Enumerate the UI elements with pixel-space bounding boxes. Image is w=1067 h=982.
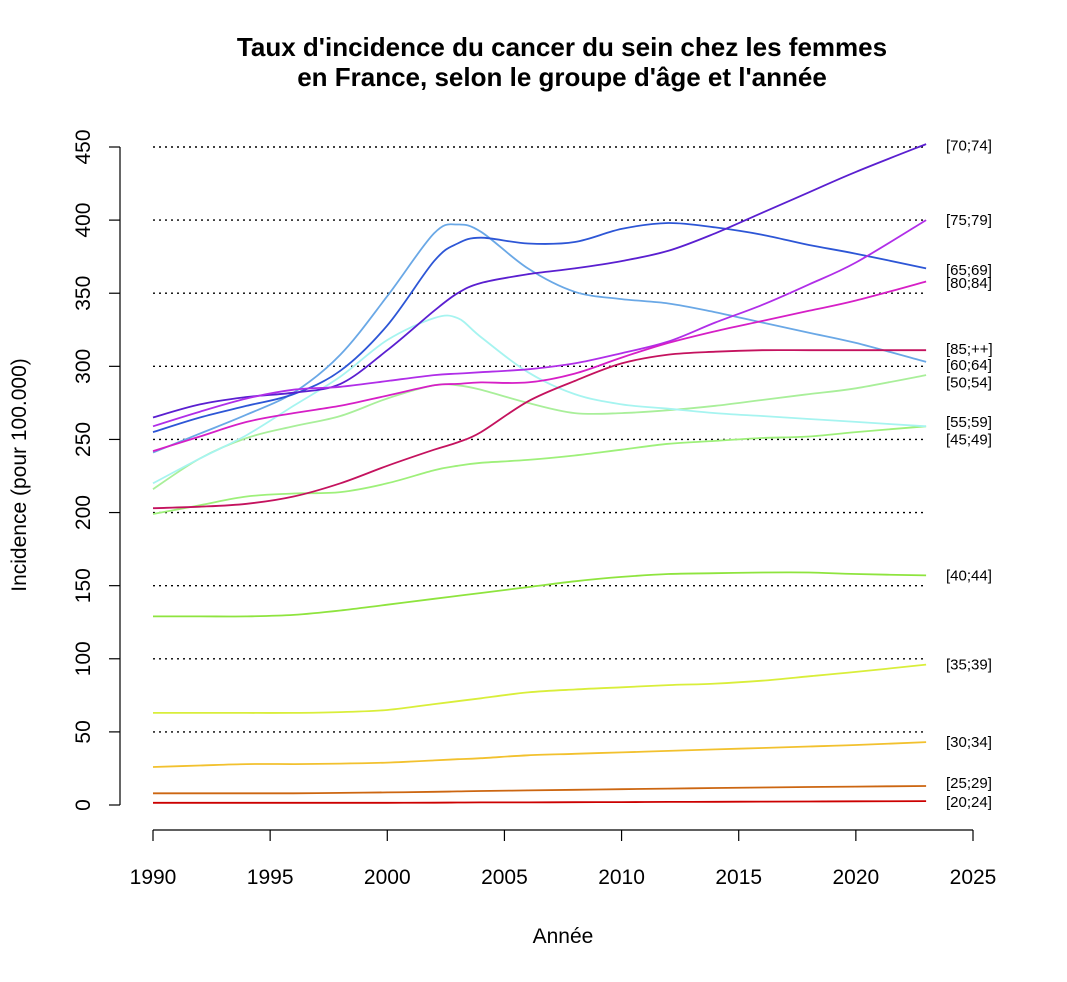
series-line-65-69	[152, 222, 927, 433]
y-tick-label: 400	[72, 203, 95, 238]
y-tick-label: 50	[72, 720, 95, 743]
x-axis: 1990 1995 2000 2005 2010 2015 2020 2025	[130, 829, 997, 889]
x-tick-label: 2020	[832, 866, 879, 889]
y-tick-label: 300	[72, 349, 95, 384]
series-line-55-59	[152, 314, 927, 485]
series-line-50-54	[152, 374, 927, 490]
series-end-label: [45;49]	[946, 431, 992, 448]
y-axis: 0 50 100 150 200 250 300 350 400 450	[72, 129, 121, 811]
series-end-label: [60;64]	[946, 357, 992, 374]
series-line-40-44	[153, 571, 927, 618]
series-end-label: [35;39]	[946, 657, 992, 674]
series-line-20-24	[152, 800, 927, 804]
x-tick-label: 2015	[715, 866, 762, 889]
series-line-25-29	[153, 785, 927, 795]
series-end-label: [55;59]	[946, 414, 992, 431]
series-end-label: [70;74]	[946, 138, 992, 155]
y-tick-label: 450	[72, 129, 95, 164]
x-tick-label: 2010	[598, 866, 645, 889]
y-tick-label: 150	[72, 568, 95, 603]
y-axis-label: Incidence (pour 100.000)	[8, 358, 31, 592]
y-tick-label: 250	[72, 422, 95, 457]
x-tick-label: 2000	[364, 866, 411, 889]
series-line-75-79	[152, 219, 927, 428]
x-tick-label: 2005	[481, 866, 528, 889]
series-line-45-49	[152, 425, 927, 515]
series-end-label: [85;++]	[946, 341, 993, 358]
series-end-label: [75;79]	[946, 212, 992, 229]
chart-title-line-2: en France, selon le groupe d'âge et l'an…	[297, 62, 827, 92]
series-line-85	[152, 349, 927, 510]
series-line-70-74	[152, 143, 927, 419]
series-line-30-34	[152, 741, 927, 768]
x-tick-label: 1990	[130, 866, 177, 889]
series-line-35-39	[153, 663, 927, 714]
series-line-80-84	[152, 280, 927, 452]
series-end-labels: [70;74] [75;79] [65;69][80;84] [85;++][60;6…	[946, 138, 993, 812]
series-lines	[152, 143, 927, 804]
x-tick-label: 1995	[247, 866, 294, 889]
y-tick-label: 100	[72, 641, 95, 676]
y-tick-label: 350	[72, 276, 95, 311]
series-end-label: [50;54]	[946, 374, 992, 391]
y-tick-label: 0	[72, 799, 95, 811]
x-tick-label: 2025	[950, 866, 997, 889]
series-end-label: [30;34]	[946, 734, 992, 751]
series-end-label: [80;84]	[946, 275, 992, 292]
y-tick-label: 200	[72, 495, 95, 530]
series-end-label: [25;29]	[946, 775, 992, 792]
x-axis-label: Année	[533, 925, 594, 948]
series-end-label: [40;44]	[946, 567, 992, 584]
chart-title-line-1: Taux d'incidence du cancer du sein chez …	[237, 32, 887, 62]
series-end-label: [20;24]	[946, 794, 992, 811]
series-end-label: [65;69]	[946, 262, 992, 279]
